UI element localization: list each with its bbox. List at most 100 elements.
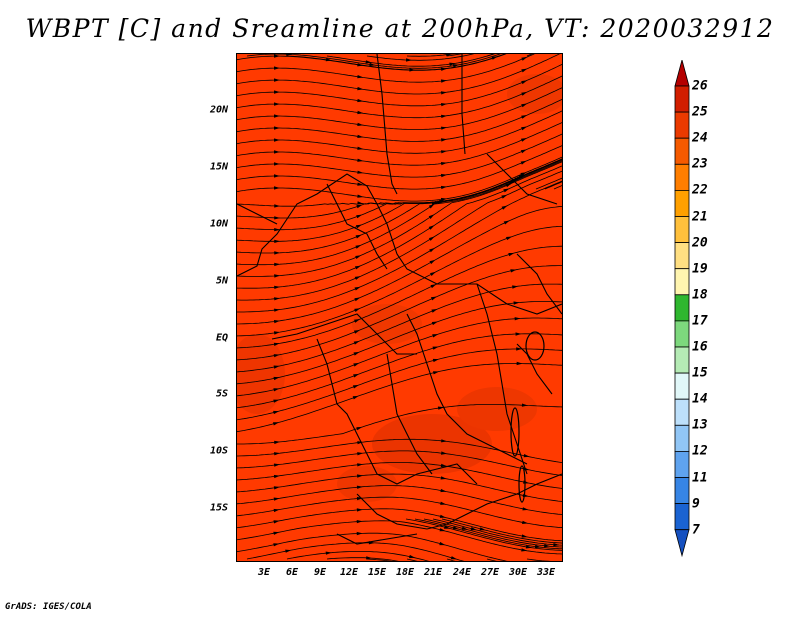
streamline-arrow [534,544,541,549]
streamline-arrow [521,548,528,552]
streamline-arrow [274,90,280,94]
streamline-arrow [355,255,362,259]
streamline-arrow [521,126,528,131]
streamline-arrow [274,228,281,232]
streamline-arrow [357,182,364,186]
streamline-arrow [274,174,280,178]
streamline-map [237,54,562,561]
streamline-arrow [356,204,363,209]
streamline [544,181,562,190]
streamline [366,54,475,61]
color-bar-segment [674,450,690,478]
streamline [326,54,495,67]
streamline-arrow [274,274,281,278]
streamline-arrow [553,543,560,547]
streamline-arrow [428,225,435,230]
streamline-arrow [274,150,280,154]
streamline-arrow [357,86,364,91]
color-bar-segment [674,189,690,217]
streamline-arrow [273,508,280,513]
lon-label: 3E [257,567,271,578]
color-bar-label: 7 [692,522,700,538]
streamline-arrow [491,56,498,60]
streamline-arrow [354,276,361,280]
streamline-arrow [441,103,447,107]
streamline-arrow [356,520,363,524]
color-bar-segment [674,372,690,400]
streamline [406,558,418,561]
streamline-arrow [357,201,364,205]
color-bar-label: 26 [692,78,708,94]
streamline-arrow [432,346,439,350]
streamline [446,54,463,57]
streamline-arrow [273,531,280,535]
color-bar-segment [674,398,690,426]
streamline-arrow [357,146,364,150]
streamline-arrow [274,262,281,267]
lat-label: EQ [215,332,228,344]
color-bar-label: 11 [692,470,708,485]
streamline-arrow [503,220,510,225]
streamline-arrow [508,253,515,257]
streamline [237,496,562,528]
streamline-arrow [273,320,280,324]
color-bar-segment [674,242,690,270]
lon-label: 12E [339,567,359,578]
lat-label: 20N [209,104,228,116]
streamline-arrow [273,463,280,467]
streamline-arrow [273,342,280,346]
streamline-arrow [274,452,281,456]
streamline-arrow [521,115,528,119]
streamline-arrow [274,216,281,220]
streamline-arrow [274,239,281,243]
streamline-arrow [273,422,280,426]
streamline-arrow [506,236,513,241]
streamline-arrow [521,534,528,538]
streamline [237,54,535,83]
streamline-arrow [430,271,436,276]
streamline [237,363,562,433]
color-bar-segment [674,320,690,348]
streamline-arrow [286,54,293,56]
streamline-arrow [356,214,363,219]
streamline-arrow [354,297,361,302]
map-plot-area [236,53,563,562]
streamline-arrow [521,403,528,407]
streamline-arrow [273,474,280,479]
lat-label: 15S [209,502,228,514]
streamline-arrow [429,259,436,265]
streamline-arrow [431,321,438,326]
streamline-arrow [356,485,363,489]
streamline-arrow [273,376,280,381]
color-bar-label: 19 [692,261,708,277]
streamline [237,450,562,476]
lat-label: 10S [209,445,228,457]
streamline [406,54,455,57]
color-bar [674,60,690,558]
color-bar-label: 25 [692,104,708,120]
streamline [432,518,562,546]
color-bar-top-arrow [674,60,690,87]
streamline-arrow [357,134,364,138]
streamline-arrow [274,297,281,301]
streamline [526,558,551,561]
streamline [237,462,562,489]
streamline-arrow [366,556,373,560]
streamline-arrow [355,234,362,239]
streamline-arrow [440,162,448,166]
streamline [237,485,562,515]
country-borders [237,54,562,545]
streamline-arrow [273,543,280,547]
streamline-arrow [274,114,280,118]
streamline [526,54,533,57]
streamline-arrow [274,54,280,58]
lon-label: 15E [367,567,387,578]
streamline-arrow [432,334,439,338]
streamline-arrow [523,454,530,458]
lon-label: 6E [285,567,299,578]
streamline-arrow [430,284,437,289]
grads-credit: GrADS: IGES/COLA [5,602,92,612]
streamline-arrow [501,205,508,210]
streamline [237,145,562,190]
streamline-arrow [352,384,360,389]
